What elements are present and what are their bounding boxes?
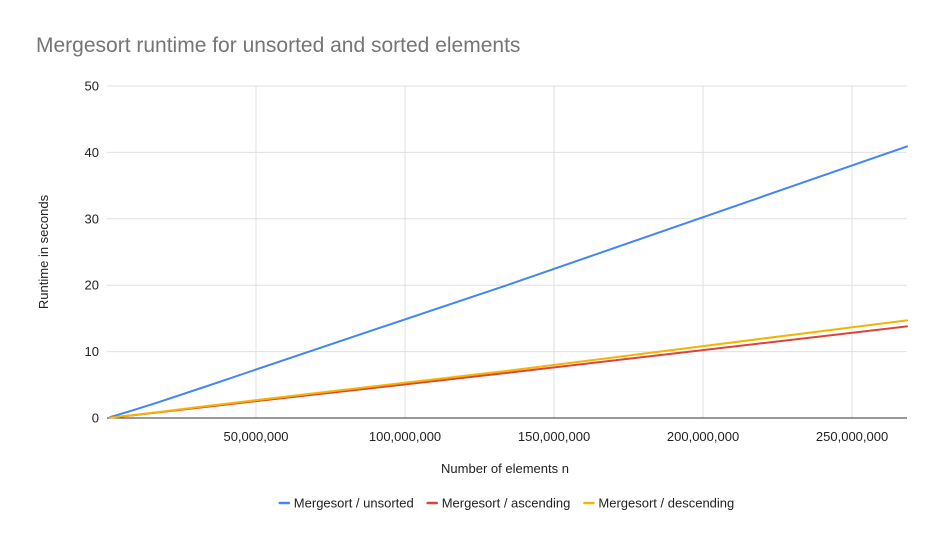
x-tick-label: 50,000,000: [223, 429, 288, 444]
x-tick-label: 100,000,000: [369, 429, 441, 444]
legend-item: Mergesort / unsorted: [278, 496, 414, 511]
grid: [107, 85, 907, 418]
x-tick-label: 150,000,000: [518, 429, 590, 444]
y-tick-label: 0: [92, 411, 99, 426]
legend-item: Mergesort / descending: [583, 496, 734, 511]
series-line-2: [109, 319, 908, 419]
legend-label: Mergesort / unsorted: [294, 496, 414, 511]
series-line-0: [109, 145, 908, 419]
legend-item: Mergesort / ascending: [426, 496, 571, 511]
legend-label: Mergesort / ascending: [442, 496, 571, 511]
chart-title: Mergesort runtime for unsorted and sorte…: [36, 34, 521, 57]
y-tick-label: 10: [85, 344, 99, 359]
y-tick-label: 50: [85, 79, 99, 94]
x-axis-ticks: 50,000,000 100,000,000 150,000,000 200,000,…: [223, 429, 888, 444]
series-lines: [109, 145, 908, 419]
y-tick-label: 40: [85, 145, 99, 160]
y-tick-label: 30: [85, 211, 99, 226]
legend-label: Mergesort / descending: [598, 496, 734, 511]
y-axis-ticks: 0 10 20 30 40 50: [85, 79, 99, 426]
x-tick-label: 200,000,000: [667, 429, 739, 444]
legend: Mergesort / unsorted Mergesort / ascendin…: [278, 496, 734, 511]
x-axis-title: Number of elements n: [441, 461, 569, 476]
y-tick-label: 20: [85, 278, 99, 293]
x-tick-label: 250,000,000: [816, 429, 888, 444]
y-axis-title: Runtime in seconds: [36, 194, 51, 309]
